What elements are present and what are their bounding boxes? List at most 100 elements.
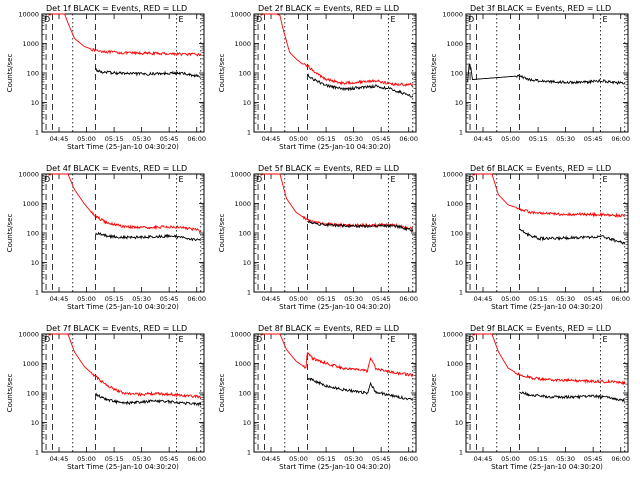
detector-panel: Det 4f BLACK = Events, RED = LLD 1 10 100 10… — [6, 164, 206, 311]
y-tick-label: 10 — [31, 419, 39, 427]
x-tick-label: 05:00 — [289, 295, 308, 303]
x-tick-label: 06:00 — [187, 135, 206, 143]
x-tick-label: 05:30 — [344, 295, 363, 303]
y-tick-label: 1 — [459, 129, 463, 137]
plot-frame — [253, 173, 417, 293]
plot-frame — [465, 173, 629, 293]
y-tick-label: 1 — [247, 449, 251, 457]
y-tick-label: 10000 — [442, 11, 463, 19]
y-axis-label: Counts/sec — [6, 214, 14, 253]
plot-frame — [465, 333, 629, 453]
lld-series-line — [48, 13, 202, 57]
y-tick-label: 10000 — [230, 331, 251, 339]
x-axis-label: Start Time (25-Jan-10 04:30:20) — [279, 143, 391, 151]
y-tick-label: 10 — [31, 99, 39, 107]
x-axis-label: Start Time (25-Jan-10 04:30:20) — [67, 463, 179, 471]
corner-label-d: D — [256, 15, 262, 24]
x-tick-label: 04:45 — [262, 295, 281, 303]
events-series-line — [307, 377, 413, 401]
lld-series-line — [260, 13, 414, 87]
panel-title: Det 1f BLACK = Events, RED = LLD — [46, 4, 187, 13]
corner-label-d: D — [468, 15, 474, 24]
x-tick-label: 04:45 — [50, 295, 69, 303]
y-tick-label: 1000 — [22, 40, 39, 48]
y-tick-label: 100 — [239, 230, 251, 238]
panel-title: Det 9f BLACK = Events, RED = LLD — [470, 324, 611, 333]
x-tick-label: 05:00 — [501, 135, 520, 143]
x-tick-label: 04:45 — [474, 135, 493, 143]
detector-panel: Det 8f BLACK = Events, RED = LLD 1 10 100 10… — [218, 324, 418, 471]
x-tick-label: 05:45 — [160, 135, 179, 143]
corner-label-e: E — [390, 15, 395, 24]
x-tick-label: 05:15 — [317, 455, 336, 463]
x-tick-label: 05:45 — [372, 295, 391, 303]
x-tick-label: 04:45 — [474, 295, 493, 303]
y-axis-label: Counts/sec — [430, 54, 438, 93]
x-tick-label: 06:00 — [399, 295, 418, 303]
y-tick-label: 10000 — [442, 331, 463, 339]
x-tick-label: 04:45 — [262, 135, 281, 143]
x-tick-label: 05:30 — [132, 135, 151, 143]
x-axis-label: Start Time (25-Jan-10 04:30:20) — [67, 303, 179, 311]
lld-series-line — [48, 333, 202, 399]
x-tick-label: 05:00 — [77, 295, 96, 303]
y-tick-label: 100 — [27, 70, 39, 78]
x-tick-label: 05:15 — [317, 135, 336, 143]
y-tick-label: 1 — [459, 449, 463, 457]
corner-label-e: E — [602, 15, 607, 24]
y-tick-label: 1000 — [234, 360, 251, 368]
y-tick-label: 10000 — [442, 171, 463, 179]
detector-panel: Det 5f BLACK = Events, RED = LLD 1 10 100 10… — [218, 164, 418, 311]
x-tick-label: 05:30 — [132, 455, 151, 463]
y-tick-label: 10000 — [18, 331, 39, 339]
x-tick-label: 06:00 — [611, 135, 630, 143]
x-axis-label: Start Time (25-Jan-10 04:30:20) — [279, 303, 391, 311]
y-axis-label: Counts/sec — [218, 54, 226, 93]
x-tick-label: 04:45 — [262, 455, 281, 463]
plot-frame — [253, 333, 417, 453]
corner-label-d: D — [44, 15, 50, 24]
y-tick-label: 100 — [27, 230, 39, 238]
y-tick-label: 1000 — [234, 40, 251, 48]
x-tick-label: 05:00 — [501, 455, 520, 463]
x-tick-label: 04:45 — [50, 135, 69, 143]
corner-label-e: E — [390, 175, 395, 184]
events-series-line — [95, 392, 202, 407]
plot-frame — [253, 13, 417, 133]
y-tick-label: 1 — [35, 289, 39, 297]
corner-label-d: D — [44, 175, 50, 184]
corner-label-d: D — [468, 335, 474, 344]
x-tick-label: 05:00 — [501, 295, 520, 303]
y-tick-label: 100 — [451, 230, 463, 238]
y-tick-label: 10 — [243, 259, 251, 267]
y-tick-label: 10000 — [230, 171, 251, 179]
x-tick-label: 06:00 — [399, 455, 418, 463]
y-tick-label: 10 — [243, 99, 251, 107]
corner-label-d: D — [468, 175, 474, 184]
x-tick-label: 05:45 — [372, 455, 391, 463]
detector-panel: Det 3f BLACK = Events, RED = LLD 1 10 100 10… — [430, 4, 630, 143]
x-tick-label: 05:00 — [289, 455, 308, 463]
x-tick-label: 05:00 — [289, 135, 308, 143]
panel-title: Det 7f BLACK = Events, RED = LLD — [46, 324, 187, 333]
x-axis-label: Start Time (25-Jan-10 04:30:20) — [279, 463, 391, 471]
detector-panel: Det 1f BLACK = Events, RED = LLD 1 10 100 10… — [6, 4, 206, 151]
x-tick-label: 05:15 — [317, 295, 336, 303]
x-tick-label: 05:00 — [77, 455, 96, 463]
y-tick-label: 1 — [247, 289, 251, 297]
x-tick-label: 05:45 — [584, 455, 603, 463]
y-axis-label: Counts/sec — [6, 54, 14, 93]
y-tick-label: 1000 — [22, 200, 39, 208]
x-axis-label: Start Time (25-Jan-10 04:30:20) — [491, 303, 603, 311]
panel-title: Det 6f BLACK = Events, RED = LLD — [470, 164, 611, 173]
events-series-line — [519, 228, 626, 246]
y-tick-label: 1 — [35, 129, 39, 137]
events-series-line — [307, 73, 414, 98]
y-tick-label: 10 — [455, 259, 463, 267]
y-tick-label: 1 — [247, 129, 251, 137]
y-tick-label: 10000 — [18, 171, 39, 179]
x-tick-label: 06:00 — [187, 295, 206, 303]
lld-series-line — [260, 333, 414, 378]
y-tick-label: 1000 — [446, 200, 463, 208]
